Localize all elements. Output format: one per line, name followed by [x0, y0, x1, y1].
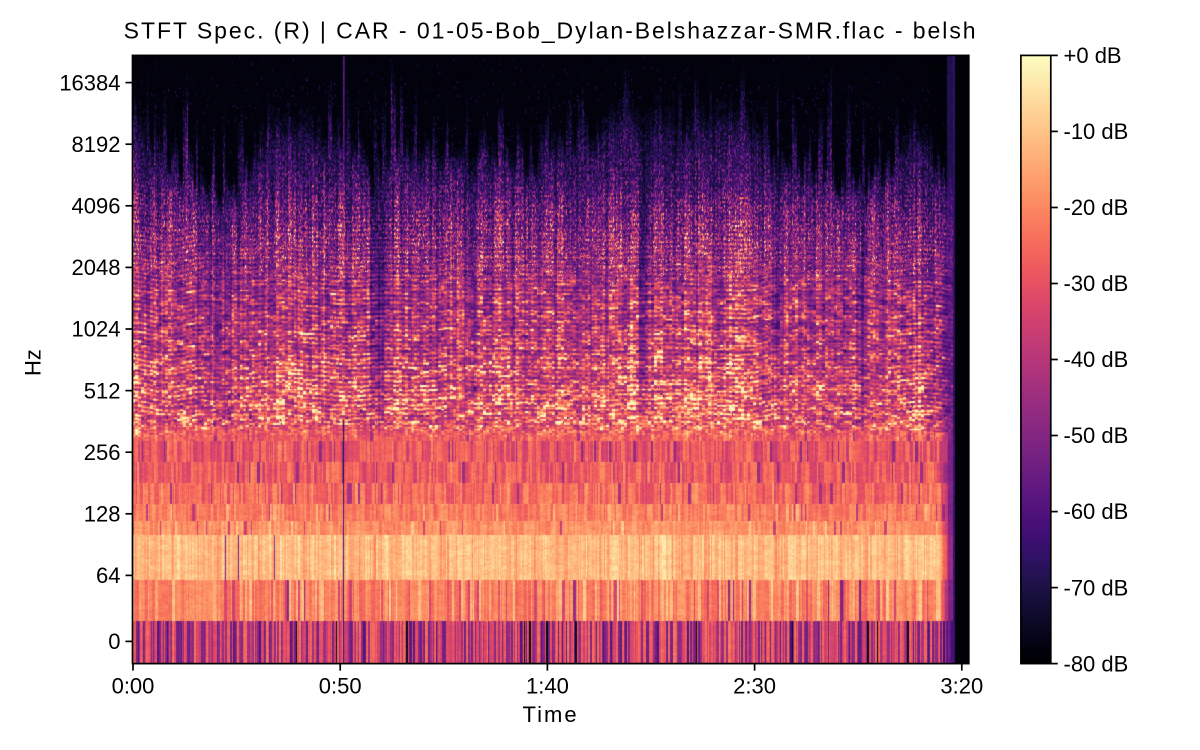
svg-text:64: 64 [96, 563, 120, 588]
svg-text:-10 dB: -10 dB [1064, 119, 1129, 144]
svg-text:1024: 1024 [72, 317, 121, 342]
svg-text:512: 512 [84, 378, 121, 403]
svg-text:1:40: 1:40 [526, 674, 569, 699]
svg-text:-30 dB: -30 dB [1064, 271, 1129, 296]
svg-text:0: 0 [108, 629, 120, 654]
svg-text:-40 dB: -40 dB [1064, 347, 1129, 372]
svg-text:2:30: 2:30 [733, 674, 776, 699]
svg-text:+0 dB: +0 dB [1064, 43, 1122, 68]
svg-text:3:20: 3:20 [940, 674, 983, 699]
svg-text:16384: 16384 [59, 70, 120, 95]
svg-text:0:00: 0:00 [112, 674, 155, 699]
svg-text:Hz: Hz [21, 349, 46, 376]
svg-text:128: 128 [84, 502, 121, 527]
svg-text:-80 dB: -80 dB [1064, 651, 1129, 676]
svg-text:-60 dB: -60 dB [1064, 499, 1129, 524]
svg-text:STFT Spec. (R) | CAR - 01-05-B: STFT Spec. (R) | CAR - 01-05-Bob_Dylan-B… [124, 17, 978, 43]
svg-text:2048: 2048 [72, 255, 121, 280]
svg-text:0:50: 0:50 [319, 674, 362, 699]
svg-text:4096: 4096 [72, 194, 121, 219]
svg-text:256: 256 [84, 440, 121, 465]
svg-text:8192: 8192 [72, 132, 121, 157]
svg-text:Time: Time [523, 702, 579, 727]
svg-text:-70 dB: -70 dB [1064, 575, 1129, 600]
svg-text:-50 dB: -50 dB [1064, 423, 1129, 448]
svg-text:-20 dB: -20 dB [1064, 195, 1129, 220]
